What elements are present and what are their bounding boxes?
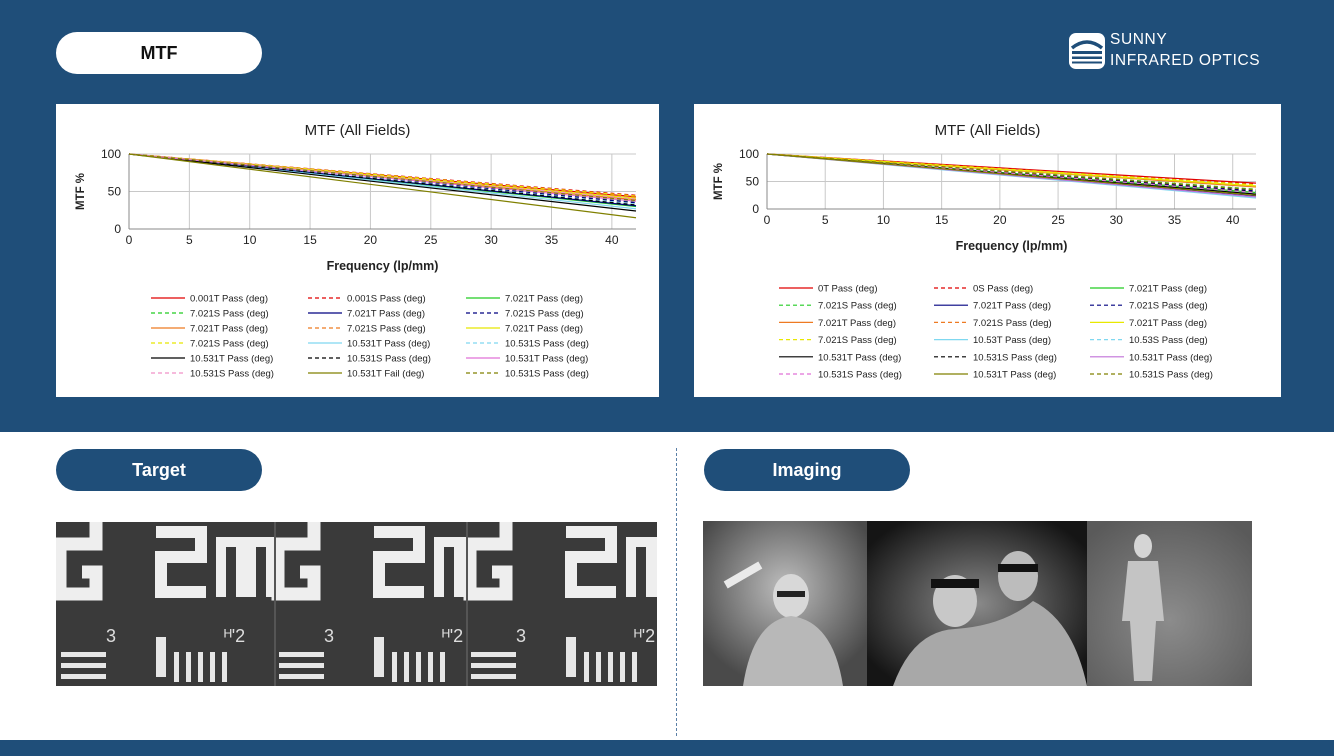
series-line <box>766 153 1257 191</box>
y-axis-label: MTF % <box>713 163 725 200</box>
imaging-section-label: Imaging <box>704 449 910 491</box>
thermal-image-strip <box>703 521 1252 686</box>
y-axis-label: MTF % <box>75 173 87 210</box>
x-tick-label: 5 <box>822 213 829 227</box>
series-line <box>766 153 1257 194</box>
legend-entry: 10.531T Pass (deg) <box>347 339 430 350</box>
x-tick-label: 20 <box>364 233 378 247</box>
y-tick-label: 100 <box>101 147 121 161</box>
series-line <box>128 153 637 206</box>
legend-entry: 10.531S Pass (deg) <box>1129 370 1213 381</box>
legend-entry: 10.531T Pass (deg) <box>505 354 588 365</box>
x-tick-label: 0 <box>764 213 771 227</box>
legend-entry: 10.53S Pass (deg) <box>1129 335 1208 346</box>
mtf-chart-left: MTF (All Fields) 0 5 10 15 20 25 30 35 40 0 50 100 Fr… <box>75 122 637 380</box>
thermal-imaging-photos <box>703 521 1252 686</box>
legend-entry: 7.021S Pass (deg) <box>347 324 426 335</box>
company-logo: SUNNY INFRARED OPTICS <box>1068 30 1288 74</box>
legend-entry: 10.531T Pass (deg) <box>190 354 273 365</box>
series-line <box>128 153 637 202</box>
legend-entry: 7.021T Pass (deg) <box>505 324 583 335</box>
x-tick-label: 30 <box>1110 213 1124 227</box>
y-tick-label: 0 <box>114 222 121 236</box>
legend-entry: 7.021S Pass (deg) <box>1129 301 1208 312</box>
y-tick-label: 0 <box>752 202 759 216</box>
chart-title: MTF (All Fields) <box>935 122 1041 139</box>
legend-entry: 10.531S Pass (deg) <box>973 352 1057 363</box>
x-tick-label: 25 <box>1051 213 1065 227</box>
x-tick-label: 5 <box>186 233 193 247</box>
resolution-target-image: 3 ᴴ'2 <box>56 522 657 686</box>
x-tick-label: 30 <box>484 233 498 247</box>
legend-entry: 10.531T Pass (deg) <box>818 352 901 363</box>
legend-entry: 7.021T Pass (deg) <box>347 309 425 320</box>
legend-entry: 10.53T Pass (deg) <box>973 335 1051 346</box>
legend-entry: 7.021S Pass (deg) <box>190 339 269 350</box>
x-tick-label: 20 <box>993 213 1007 227</box>
legend-entry: 10.531S Pass (deg) <box>505 369 589 380</box>
legend-entry: 7.021S Pass (deg) <box>973 318 1052 329</box>
logo-line-2: INFRARED OPTICS <box>1110 52 1261 69</box>
section-divider <box>676 448 677 736</box>
legend-entry: 0.001T Pass (deg) <box>190 294 268 305</box>
legend-entry: 7.021T Pass (deg) <box>818 318 896 329</box>
legend-entry: 7.021T Pass (deg) <box>1129 284 1207 295</box>
mtf-section-label: MTF <box>56 32 262 74</box>
x-tick-label: 35 <box>1168 213 1182 227</box>
legend-entry: 10.531S Pass (deg) <box>190 369 274 380</box>
x-tick-label: 40 <box>605 233 619 247</box>
legend-entry: 10.531T Fail (deg) <box>347 369 424 380</box>
legend-entry: 10.531S Pass (deg) <box>818 370 902 381</box>
legend-entry: 7.021T Pass (deg) <box>1129 318 1207 329</box>
legend-entry: 0.001S Pass (deg) <box>347 294 426 305</box>
target-section-label: Target <box>56 449 262 491</box>
legend-entry: 7.021T Pass (deg) <box>973 301 1051 312</box>
legend-entry: 0T Pass (deg) <box>818 284 878 295</box>
mtf-chart-panel-right: MTF (All Fields) 0 5 10 15 20 25 30 35 40 0 50 100 Fr… <box>694 104 1281 397</box>
legend-entry: 10.531S Pass (deg) <box>505 339 589 350</box>
legend-entry: 10.531T Pass (deg) <box>1129 352 1212 363</box>
y-tick-label: 50 <box>746 175 760 189</box>
series-line <box>766 153 1257 196</box>
x-axis-label: Frequency (lp/mm) <box>956 239 1068 253</box>
x-tick-label: 0 <box>126 233 133 247</box>
legend-entry: 10.531S Pass (deg) <box>347 354 431 365</box>
mtf-chart-right: MTF (All Fields) 0 5 10 15 20 25 30 35 40 0 50 100 Fr… <box>713 122 1257 381</box>
y-tick-label: 100 <box>739 147 759 161</box>
x-tick-label: 25 <box>424 233 438 247</box>
legend-entry: 7.021S Pass (deg) <box>190 309 269 320</box>
series-line <box>766 153 1257 186</box>
y-tick-label: 50 <box>108 185 122 199</box>
x-tick-label: 35 <box>545 233 559 247</box>
series-line <box>128 153 637 219</box>
chart-title: MTF (All Fields) <box>305 122 411 139</box>
series-line <box>128 153 637 212</box>
x-tick-label: 10 <box>243 233 257 247</box>
legend-entry: 7.021S Pass (deg) <box>505 309 584 320</box>
x-tick-label: 10 <box>877 213 891 227</box>
sunny-logo-icon <box>1069 33 1105 69</box>
legend-entry: 7.021T Pass (deg) <box>190 324 268 335</box>
logo-line-1: SUNNY <box>1110 31 1168 48</box>
legend-entry: 0S Pass (deg) <box>973 284 1033 295</box>
legend-entry: 7.021S Pass (deg) <box>818 335 897 346</box>
legend-entry: 7.021T Pass (deg) <box>505 294 583 305</box>
mtf-chart-panel-left: MTF (All Fields) 0 5 10 15 20 25 30 35 40 0 50 100 Fr… <box>56 104 659 397</box>
x-tick-label: 15 <box>935 213 949 227</box>
legend-entry: 7.021S Pass (deg) <box>818 301 897 312</box>
target-image-strip: 3 ᴴ'2 <box>56 522 657 686</box>
x-axis-label: Frequency (lp/mm) <box>327 259 439 273</box>
x-tick-label: 40 <box>1226 213 1240 227</box>
footer-band <box>0 740 1334 756</box>
x-tick-label: 15 <box>303 233 317 247</box>
legend-entry: 10.531T Pass (deg) <box>973 370 1056 381</box>
